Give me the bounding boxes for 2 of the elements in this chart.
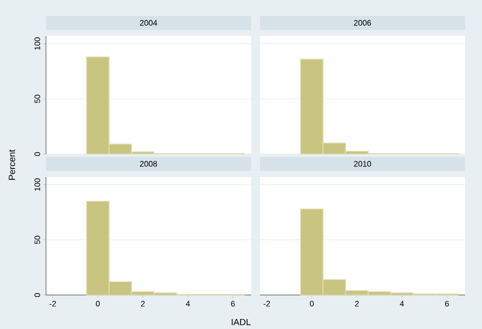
y-axis-title: Percent <box>8 150 16 180</box>
x-axis-title: IADL <box>232 318 251 326</box>
